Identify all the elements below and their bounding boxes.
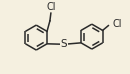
Text: Cl: Cl bbox=[112, 19, 122, 29]
Text: S: S bbox=[61, 39, 67, 49]
Text: Cl: Cl bbox=[46, 2, 56, 12]
